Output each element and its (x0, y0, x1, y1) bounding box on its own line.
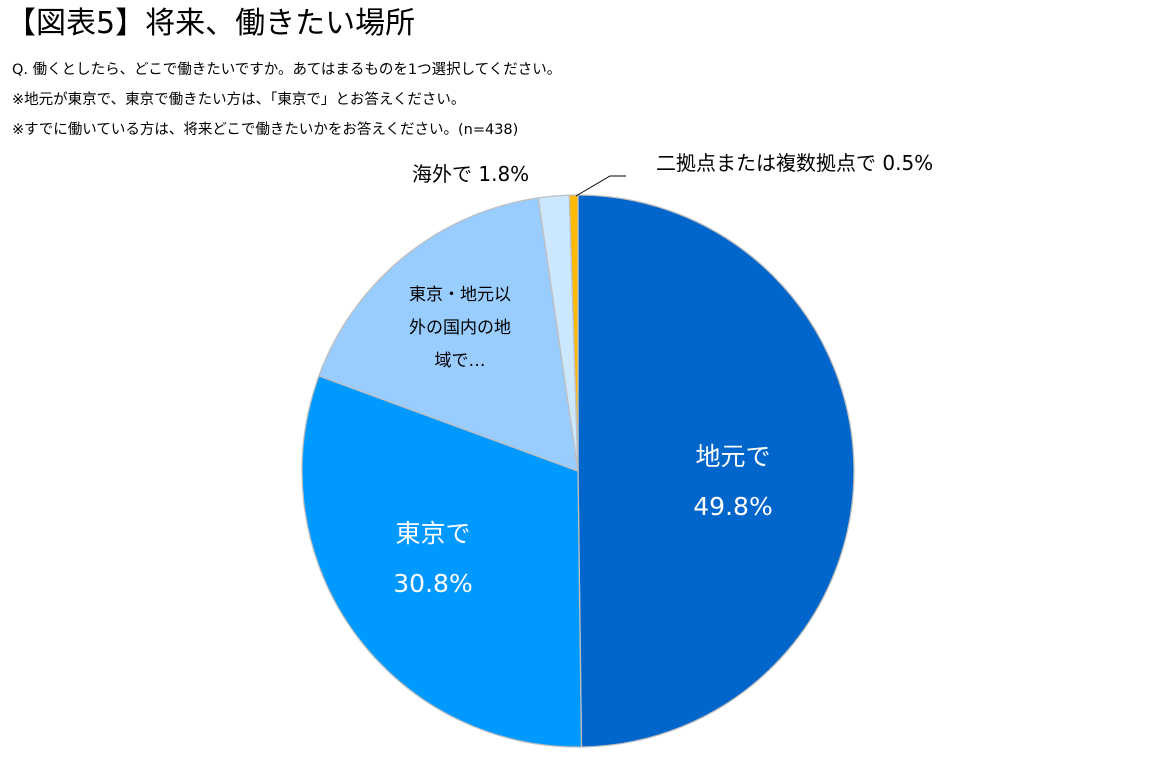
leader-line (575, 175, 626, 197)
note-1: ※地元が東京で、東京で働きたい方は、「東京で」とお答えください。 (12, 92, 466, 108)
label-jimoto: 地元で 49.8% (648, 432, 818, 532)
note-2: ※すでに働いている方は、将来どこで働きたいかをお答えください。(n=438) (12, 122, 519, 138)
slice-other-domestic (318, 197, 579, 472)
label-other-line1: 東京・地元以 (409, 285, 511, 305)
slice-jimoto (577, 194, 855, 748)
label-tokyo: 東京で 30.8% (348, 509, 518, 609)
label-jimoto-name: 地元で (695, 442, 771, 471)
label-other-line3: 域で… (434, 351, 486, 371)
chart-title: 【図表5】将来、働きたい場所 (6, 6, 416, 41)
label-other-domestic: 東京・地元以 外の国内の地 域で… (380, 279, 540, 378)
label-jimoto-value: 49.8% (693, 492, 773, 521)
label-tokyo-value: 30.8% (393, 569, 473, 598)
label-tokyo-name: 東京で (395, 519, 471, 548)
slice-tokyo (301, 375, 583, 748)
label-overseas: 海外で 1.8% (412, 162, 530, 186)
label-multi-base: 二拠点または複数拠点で 0.5% (656, 151, 934, 175)
label-other-line2: 外の国内の地 (409, 318, 511, 338)
question-text: Q. 働くとしたら、どこで働きたいですか。あてはまるものを1つ選択してください。 (12, 62, 562, 78)
